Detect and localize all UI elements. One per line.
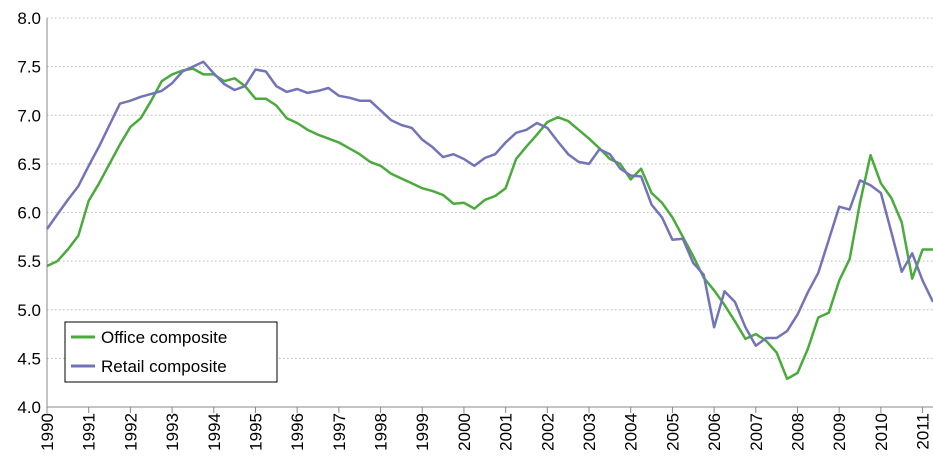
x-tick-label: 2011 bbox=[914, 413, 933, 450]
legend-label: Retail composite bbox=[101, 357, 227, 376]
x-tick-label: 1992 bbox=[121, 413, 140, 451]
x-tick-label: 2000 bbox=[455, 413, 474, 451]
y-tick-label: 7.5 bbox=[17, 58, 41, 77]
y-tick-label: 5.5 bbox=[17, 252, 41, 271]
x-tick-label: 1998 bbox=[372, 413, 391, 451]
y-tick-label: 8.0 bbox=[17, 9, 41, 28]
data-line bbox=[45, 60, 933, 347]
x-tick-label: 2006 bbox=[705, 413, 724, 451]
x-tick-label: 2007 bbox=[747, 413, 766, 451]
x-tick-label: 1995 bbox=[246, 413, 265, 451]
y-tick-label: 4.0 bbox=[17, 398, 41, 417]
x-tick-label: 1996 bbox=[288, 413, 307, 451]
legend-label: Office composite bbox=[101, 328, 227, 347]
x-tick-label: 2005 bbox=[663, 413, 682, 451]
x-tick-label: 2002 bbox=[538, 413, 557, 451]
x-tick-label: 2004 bbox=[622, 413, 641, 451]
y-tick-label: 6.5 bbox=[17, 155, 41, 174]
y-tick-label: 7.0 bbox=[17, 106, 41, 125]
x-tick-label: 2003 bbox=[580, 413, 599, 451]
x-tick-label: 2001 bbox=[497, 413, 516, 451]
x-tick-label: 1991 bbox=[80, 413, 99, 451]
x-tick-label: 1993 bbox=[163, 413, 182, 451]
y-tick-label: 5.0 bbox=[17, 301, 41, 320]
x-tick-label: 2010 bbox=[872, 413, 891, 451]
data-line bbox=[46, 67, 933, 381]
x-tick-label: 2008 bbox=[788, 413, 807, 451]
x-tick-label: 1994 bbox=[205, 413, 224, 451]
x-tick-label: 1990 bbox=[38, 413, 57, 451]
x-tick-label: 1997 bbox=[330, 413, 349, 451]
y-tick-label: 4.5 bbox=[17, 349, 41, 368]
x-tick-label: 2009 bbox=[830, 413, 849, 451]
legend bbox=[64, 321, 278, 383]
x-tick-label: 1999 bbox=[413, 413, 432, 451]
y-tick-label: 6.0 bbox=[17, 204, 41, 223]
